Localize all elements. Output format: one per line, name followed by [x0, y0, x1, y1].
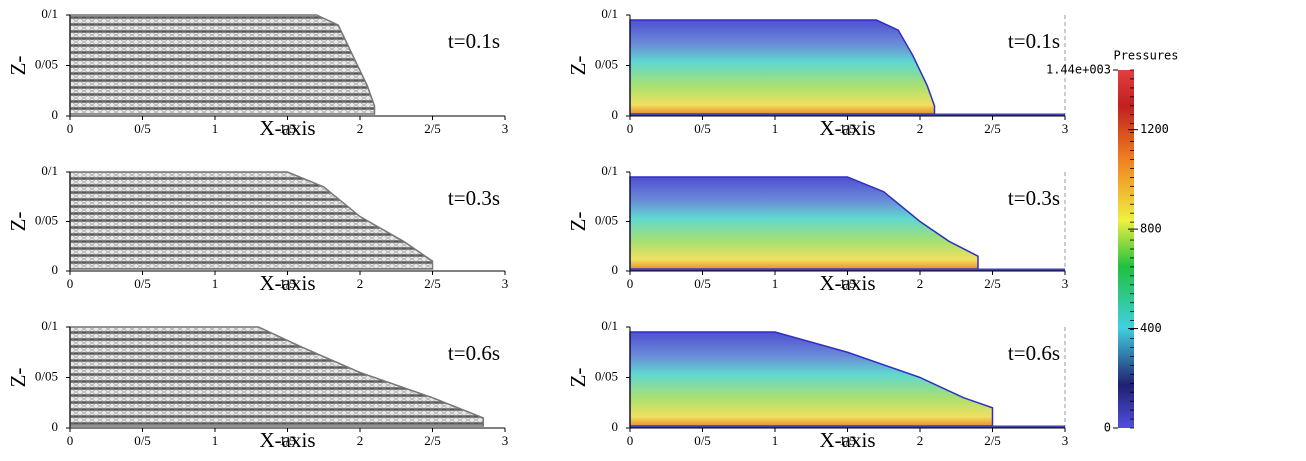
time-annotation: t=0.3s: [1008, 186, 1060, 210]
x-tick-label: 3: [502, 121, 509, 136]
time-annotation: t=0.6s: [1008, 341, 1060, 365]
x-tick-label: 1: [212, 433, 219, 448]
x-tick-label: 3: [1062, 121, 1069, 136]
material-region: [69, 171, 434, 270]
x-tick-label: 0/5: [694, 276, 711, 291]
x-tick-label: 0: [67, 276, 74, 291]
y-axis-label: Z-: [6, 368, 30, 388]
x-tick-label: 1: [772, 276, 779, 291]
x-tick-label: 1: [772, 433, 779, 448]
x-tick-label: 2/5: [984, 276, 1001, 291]
x-tick-label: 1/5: [839, 433, 856, 448]
x-tick-label: 2: [917, 433, 924, 448]
material-region: [629, 331, 994, 427]
colorbar-tick-label: 800: [1140, 222, 1162, 236]
x-tick-label: 0: [627, 121, 634, 136]
y-tick-label: 0/1: [41, 318, 58, 333]
y-tick-label: 0/1: [41, 163, 58, 178]
y-tick-label: 0/05: [35, 368, 58, 383]
y-tick-label: 0: [612, 107, 619, 122]
x-tick-label: 2: [357, 433, 364, 448]
x-tick-label: 2: [917, 276, 924, 291]
material-region: [629, 176, 979, 270]
material-region: [629, 19, 936, 115]
y-tick-label: 0/05: [595, 56, 618, 71]
colorbar-tick-label: 400: [1140, 321, 1162, 335]
time-annotation: t=0.1s: [1008, 29, 1060, 53]
y-axis-label: Z-: [566, 368, 590, 388]
x-tick-label: 2/5: [424, 276, 441, 291]
x-tick-label: 2/5: [984, 433, 1001, 448]
x-axis-label: X-axis: [820, 116, 876, 140]
y-tick-label: 0/05: [595, 212, 618, 227]
x-tick-label: 3: [502, 433, 509, 448]
x-tick-label: 1/5: [279, 433, 296, 448]
x-tick-label: 2: [357, 276, 364, 291]
y-axis-label: Z-: [6, 56, 30, 76]
x-tick-label: 1/5: [839, 276, 856, 291]
x-tick-label: 0/5: [134, 276, 151, 291]
x-tick-label: 1: [212, 121, 219, 136]
x-tick-label: 1: [772, 121, 779, 136]
y-axis-label: Z-: [6, 212, 30, 232]
x-tick-label: 0: [627, 433, 634, 448]
x-tick-label: 0/5: [134, 121, 151, 136]
material-region: [69, 14, 376, 115]
x-tick-label: 0/5: [694, 433, 711, 448]
y-axis-label: Z-: [566, 56, 590, 76]
x-tick-label: 1/5: [279, 121, 296, 136]
x-tick-label: 3: [1062, 276, 1069, 291]
x-tick-label: 0: [67, 433, 74, 448]
time-annotation: t=0.6s: [448, 341, 500, 365]
x-axis-label: X-axis: [260, 116, 316, 140]
y-tick-label: 0/05: [595, 368, 618, 383]
material-region: [69, 326, 484, 427]
x-tick-label: 2/5: [424, 433, 441, 448]
colorbar-tick-label: 1.44e+003: [1046, 63, 1111, 77]
x-tick-label: 2/5: [424, 121, 441, 136]
y-tick-label: 0: [52, 262, 59, 277]
x-tick-label: 3: [502, 276, 509, 291]
y-axis-label: Z-: [566, 212, 590, 232]
y-tick-label: 0: [612, 262, 619, 277]
y-tick-label: 0/05: [35, 212, 58, 227]
y-tick-label: 0: [52, 419, 59, 434]
x-axis-label: X-axis: [820, 428, 876, 452]
x-tick-label: 0: [627, 276, 634, 291]
y-tick-label: 0/1: [601, 318, 618, 333]
y-tick-label: 0/1: [601, 6, 618, 21]
time-annotation: t=0.1s: [448, 29, 500, 53]
y-tick-label: 0: [612, 419, 619, 434]
x-tick-label: 0/5: [134, 433, 151, 448]
x-axis-label: X-axis: [260, 428, 316, 452]
time-annotation: t=0.3s: [448, 186, 500, 210]
x-tick-label: 1/5: [279, 276, 296, 291]
y-tick-label: 0: [52, 107, 59, 122]
x-tick-label: 2/5: [984, 121, 1001, 136]
y-tick-label: 0/1: [41, 6, 58, 21]
colorbar-tick-label: 1200: [1140, 122, 1169, 136]
y-tick-label: 0/1: [601, 163, 618, 178]
x-tick-label: 0/5: [694, 121, 711, 136]
x-tick-label: 1: [212, 276, 219, 291]
x-tick-label: 0: [67, 121, 74, 136]
x-tick-label: 2: [357, 121, 364, 136]
x-tick-label: 2: [917, 121, 924, 136]
x-tick-label: 3: [1062, 433, 1069, 448]
x-axis-label: X-axis: [820, 271, 876, 295]
x-axis-label: X-axis: [260, 271, 316, 295]
x-tick-label: 1/5: [839, 121, 856, 136]
colorbar-tick-label: 0: [1104, 421, 1111, 435]
colorbar-title: Pressures: [1113, 49, 1178, 63]
y-tick-label: 0/05: [35, 56, 58, 71]
